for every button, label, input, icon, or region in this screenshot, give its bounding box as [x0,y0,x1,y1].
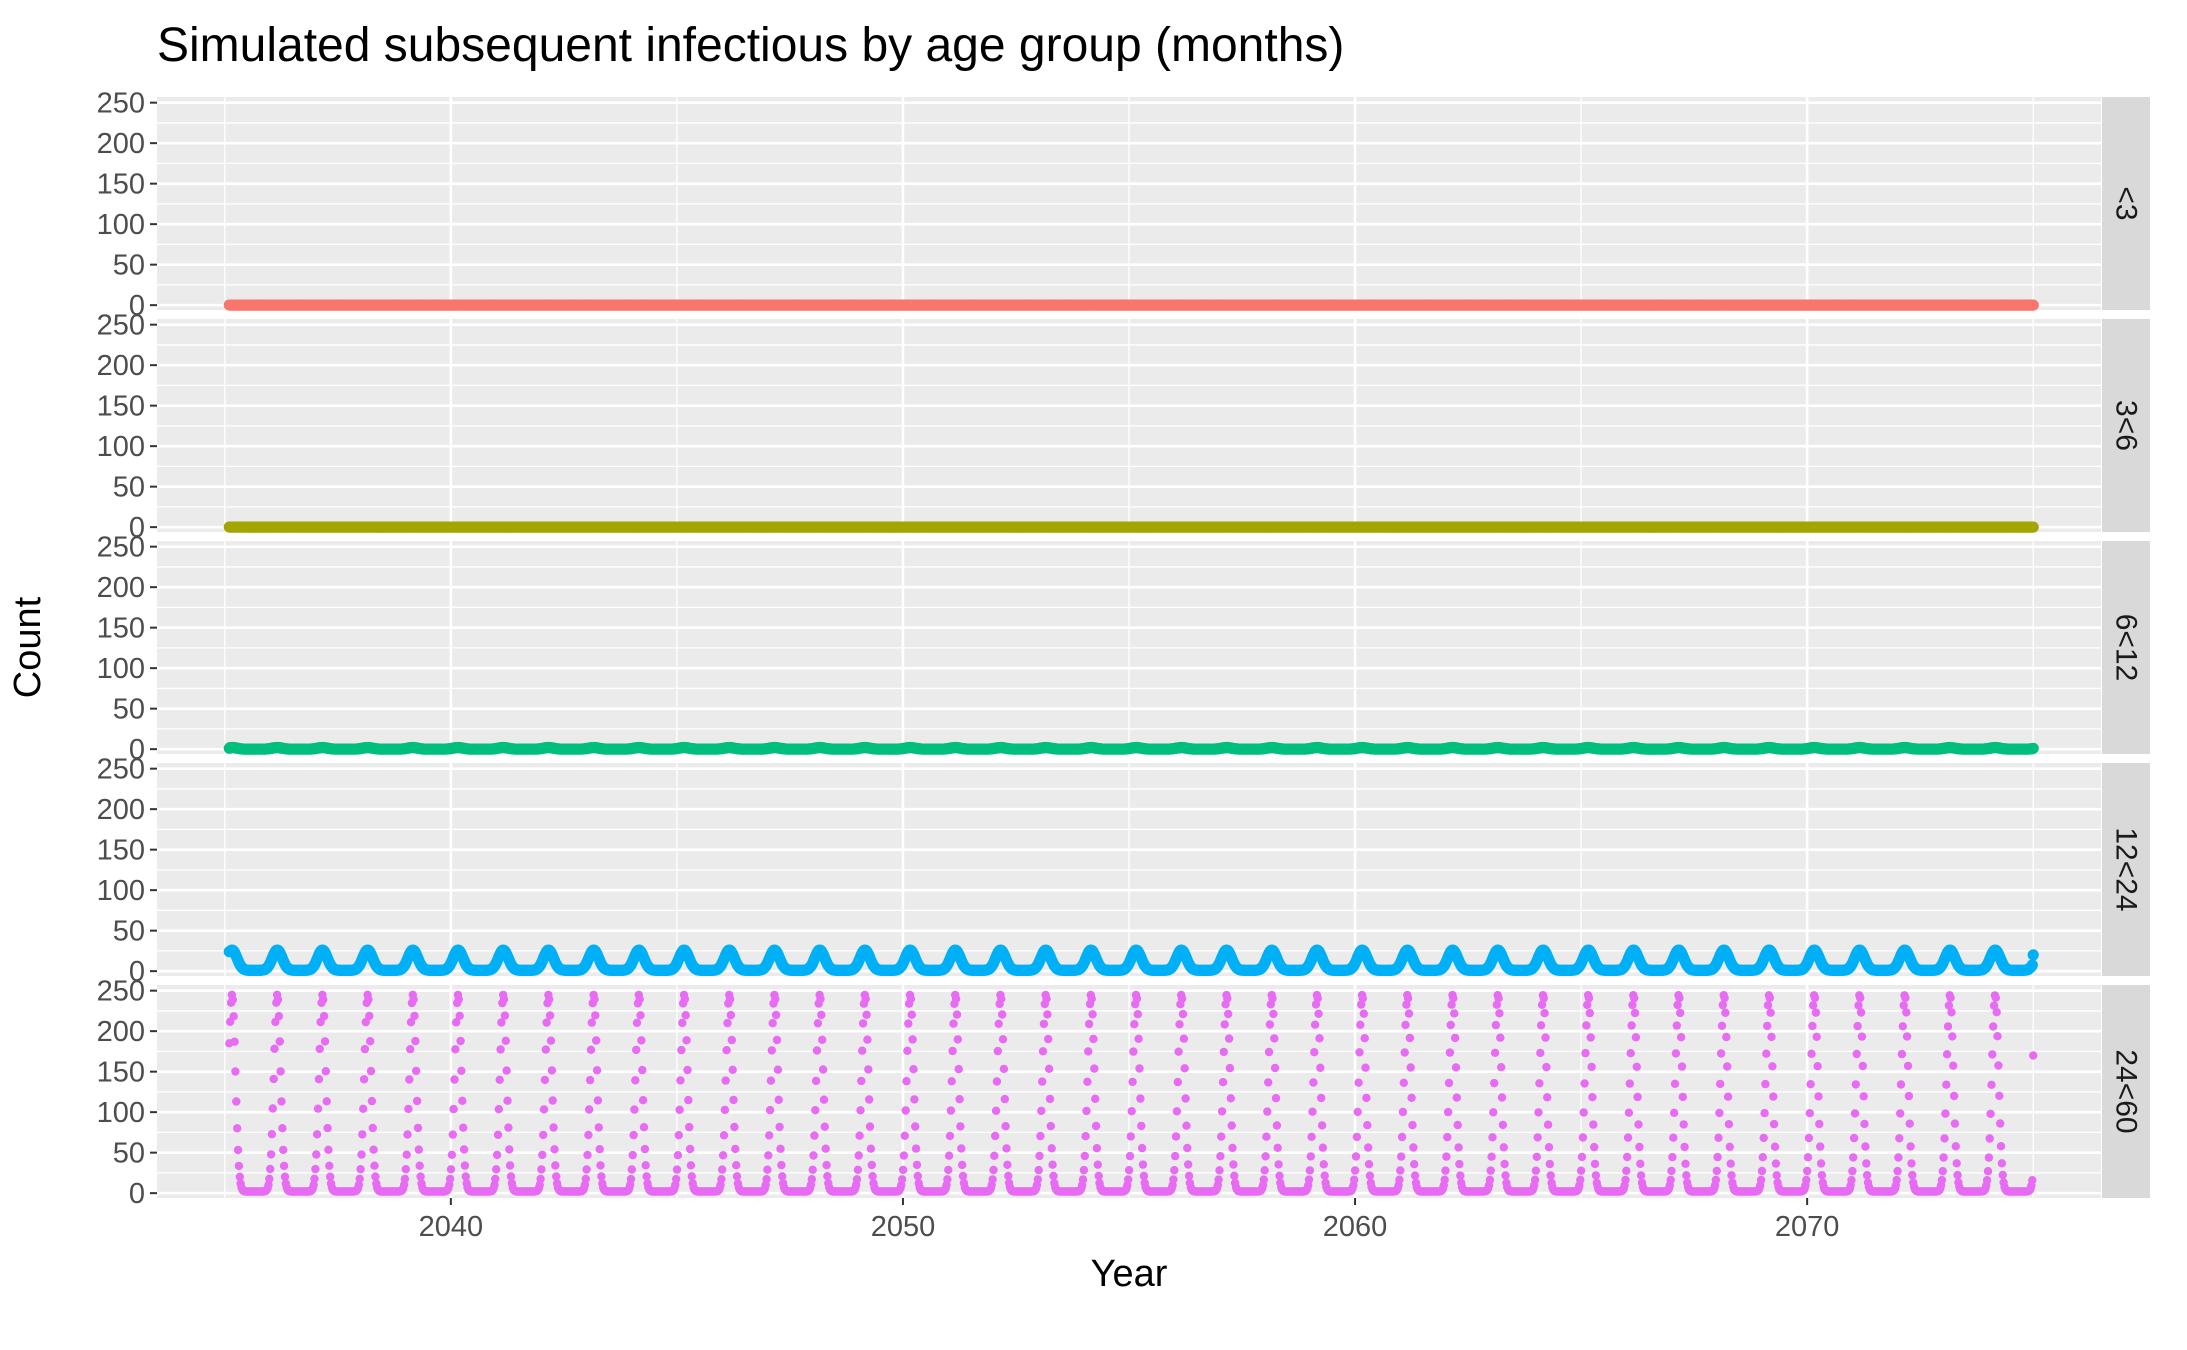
y-tick-label: 50 [113,472,145,504]
y-tick-label: 250 [97,88,145,120]
y-tick-label: 150 [97,613,145,645]
facet-strip-label: <3 [2110,186,2143,220]
data-point [2027,521,2039,533]
y-tick-label: 50 [113,694,145,726]
y-tick-label: 100 [97,653,145,685]
facet-panels: 050100150200250<30501001502002503<605010… [97,88,2150,1210]
y-tick-label: 50 [113,250,145,282]
data-point [2027,299,2039,311]
panel--lt-3: 0 50 100 150 200 250 <3 [97,88,2150,322]
series-points-3-lt-6 [223,521,2039,533]
y-tick-label: 150 [97,391,145,423]
series-points--lt-3 [223,299,2039,311]
series-points-6-lt-12 [223,741,2039,755]
chart-title: Simulated subsequent infectious by age g… [157,19,1344,72]
y-tick-label: 250 [97,310,145,342]
y-tick-label: 200 [97,572,145,604]
y-tick-label: 200 [97,350,145,382]
y-tick-label: 100 [97,209,145,241]
y-tick-label: 250 [97,532,145,564]
y-tick-label: 0 [129,290,145,322]
y-tick-label: 200 [97,128,145,160]
facet-strip-label: 3<6 [2110,400,2143,451]
y-tick-label: 150 [97,169,145,201]
y-tick-label: 100 [97,431,145,463]
